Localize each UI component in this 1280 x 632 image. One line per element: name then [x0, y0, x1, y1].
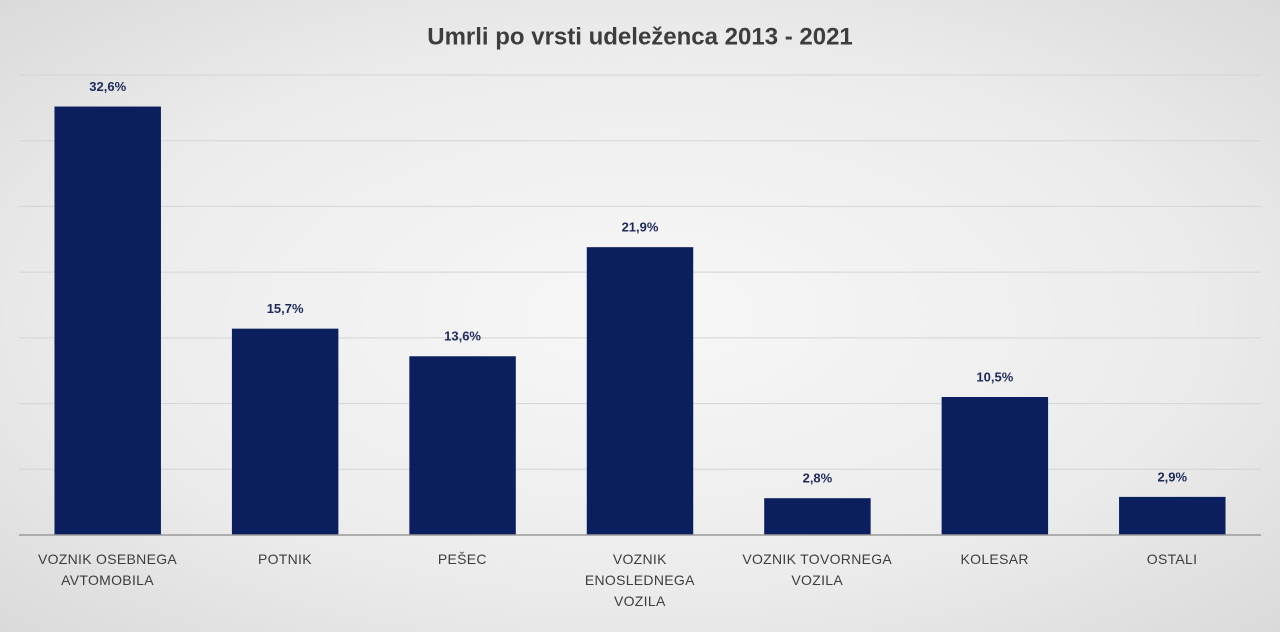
- bar: [764, 498, 871, 535]
- value-label: 15,7%: [267, 301, 304, 316]
- x-tick-label: VOZNIK ENOSLEDNEGA VOZILA: [584, 551, 695, 609]
- x-tick-label: VOZNIK OSEBNEGA AVTOMOBILA: [37, 551, 178, 588]
- x-tick-label: POTNIK: [257, 551, 312, 567]
- bar: [231, 328, 339, 535]
- x-tick-label: VOZNIK TOVORNEGA VOZILA: [742, 551, 893, 588]
- x-tick-label: PEŠEC: [437, 551, 487, 567]
- value-label: 32,6%: [89, 79, 126, 94]
- value-label: 13,6%: [444, 329, 481, 344]
- value-label: 2,9%: [1157, 469, 1187, 484]
- bar: [54, 106, 161, 536]
- x-tick-label: OSTALI: [1146, 551, 1198, 567]
- value-label: 21,9%: [622, 220, 659, 235]
- bar: [941, 397, 1049, 535]
- value-label: 2,8%: [803, 471, 833, 486]
- bar: [1119, 496, 1226, 535]
- chart-title: Umrli po vrsti udeleženca 2013 - 2021: [427, 23, 853, 50]
- value-label: 10,5%: [976, 369, 1013, 384]
- x-tick-label: KOLESAR: [960, 551, 1029, 567]
- bar: [586, 247, 694, 535]
- bar: [409, 356, 516, 535]
